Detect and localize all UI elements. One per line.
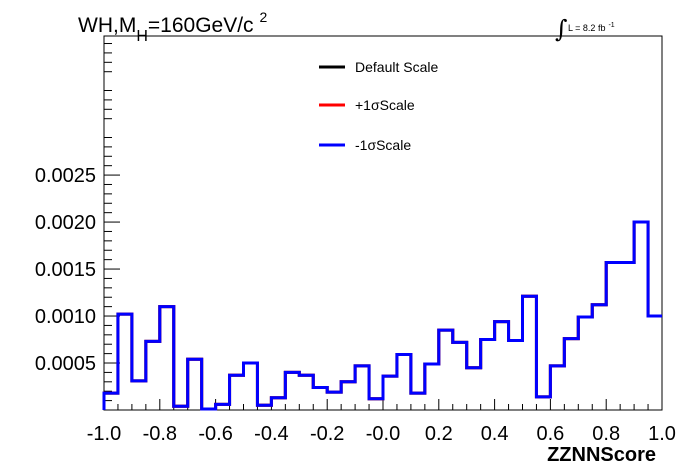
title-rest: =160GeV/c: [148, 14, 254, 37]
y-tick-label: 0.0010: [35, 306, 96, 328]
x-tick-label: -0.6: [198, 423, 232, 445]
integral-symbol: ∫: [555, 15, 568, 43]
luminosity-value: L = 8.2 fb: [568, 23, 605, 33]
histogram-series: [102, 220, 662, 411]
luminosity-superscript: -1: [608, 22, 614, 29]
legend: Default Scale +1σScale -1σScale: [319, 59, 438, 153]
y-tick-label: 0.0020: [35, 212, 96, 234]
x-tick-label: 1.0: [648, 423, 676, 445]
legend-label: Default Scale: [355, 59, 438, 75]
legend-label: -1σScale: [355, 137, 411, 153]
x-tick-label: 0.2: [425, 423, 453, 445]
series-line-2: [102, 220, 662, 411]
x-tick-label: -0.4: [254, 423, 288, 445]
x-tick-label: -1.0: [87, 423, 121, 445]
x-tick-label: 0.4: [481, 423, 509, 445]
y-tick-label: 0.0005: [35, 353, 96, 375]
title-main: WH,M: [78, 14, 136, 37]
axis-ticks: -1.0 -0.8 -0.6 -0.4 -0.2 -0.0 0.2 0.4 0.6 0.8 1.0 0…: [35, 43, 676, 445]
x-tick-label: -0.0: [366, 423, 400, 445]
plot-frame: [103, 35, 663, 411]
title-superscript: 2: [260, 9, 268, 25]
x-tick-label: 0.8: [592, 423, 620, 445]
x-axis-label: ZZNNScore: [547, 444, 656, 466]
legend-label: +1σScale: [355, 97, 415, 113]
x-tick-label: 0.6: [536, 423, 564, 445]
luminosity-text: L = 8.2 fb -1: [568, 22, 615, 33]
chart-title: WH,MH=160GeV/c 2: [78, 9, 268, 45]
x-tick-label: -0.8: [143, 423, 177, 445]
x-tick-label: -0.2: [310, 423, 344, 445]
y-tick-label: 0.0025: [35, 165, 96, 187]
luminosity-label: ∫ L = 8.2 fb -1: [555, 15, 615, 43]
y-tick-label: 0.0015: [35, 259, 96, 281]
